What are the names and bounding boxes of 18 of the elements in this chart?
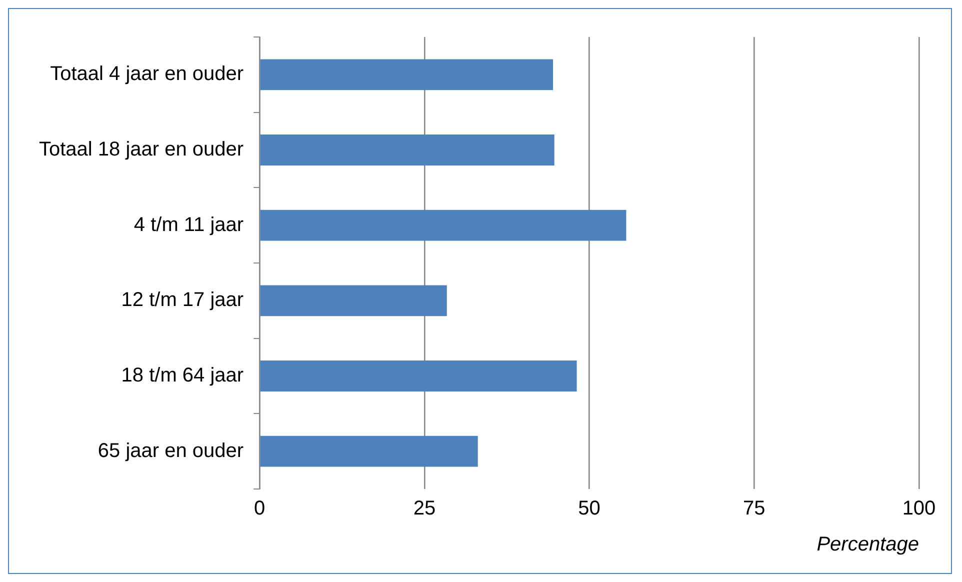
y-tick-label: 12 t/m 17 jaar [121,289,244,312]
bar [260,360,577,392]
y-tick-label: Totaal 4 jaar en ouder [50,63,244,86]
x-tick-label: 50 [578,498,600,520]
y-tick-label: 18 t/m 64 jaar [121,364,244,387]
x-axis-title: Percentage [816,534,919,556]
x-tick-label: 0 [254,498,266,520]
y-tick-label: Totaal 18 jaar en ouder [38,138,244,161]
bar [260,59,554,90]
bar [260,134,554,166]
bar [260,436,478,467]
x-tick-label: 100 [902,498,936,520]
x-tick-label: 25 [413,498,436,520]
bar [260,285,447,316]
y-tick-label: 65 jaar en ouder [98,440,244,462]
y-tick-label: 4 t/m 11 jaar [134,214,244,236]
bar [260,210,626,241]
x-tick-label: 75 [743,498,766,520]
